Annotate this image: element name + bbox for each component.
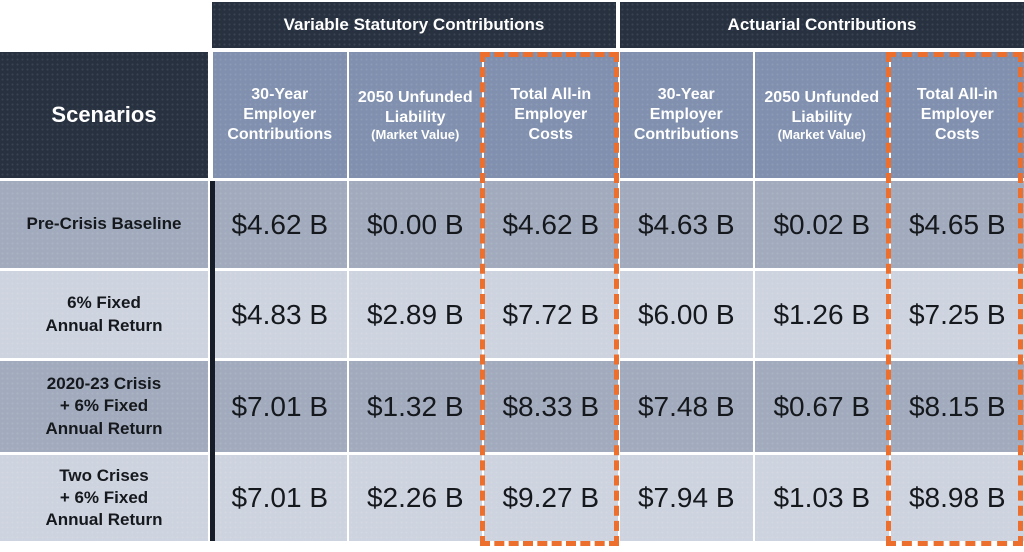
group-header-variable-statutory: Variable Statutory Contributions <box>212 2 616 48</box>
data-cell: $0.67 B <box>755 361 889 452</box>
scenario-divider-line <box>210 181 215 541</box>
data-cell: $7.01 B <box>213 455 347 541</box>
column-header-vs-30yr: 30-Year Employer Contributions <box>213 52 347 178</box>
column-header-title: Total All-in Employer Costs <box>916 86 998 143</box>
data-cell: $2.26 B <box>348 455 482 541</box>
column-header-sub: (Market Value) <box>371 126 460 142</box>
data-cell: $1.03 B <box>755 455 889 541</box>
data-cell: $4.65 B <box>890 181 1024 268</box>
column-header-row: 30-Year Employer Contributions 2050 Unfu… <box>213 52 1024 178</box>
column-header-act-2050-liability: 2050 Unfunded Liability (Market Value) <box>755 52 889 178</box>
table-row: 6% Fixed Annual Return $4.83 B $2.89 B $… <box>0 271 1024 358</box>
data-cell: $9.27 B <box>484 455 618 541</box>
scenario-label: Two Crises + 6% Fixed Annual Return <box>0 455 208 541</box>
row-cells: $4.83 B $2.89 B $7.72 B $6.00 B $1.26 B … <box>213 271 1024 358</box>
scenario-label: Pre-Crisis Baseline <box>0 181 208 268</box>
column-header-title: 2050 Unfunded Liability <box>357 88 473 126</box>
scenario-label: 2020-23 Crisis + 6% Fixed Annual Return <box>0 361 208 452</box>
column-header-title: 30-Year Employer Contributions <box>633 86 739 143</box>
data-cell: $2.89 B <box>348 271 482 358</box>
column-header-act-total-allin: Total All-in Employer Costs <box>890 52 1024 178</box>
data-cell: $7.01 B <box>213 361 347 452</box>
column-header-act-30yr: 30-Year Employer Contributions <box>619 52 753 178</box>
row-cells: $7.01 B $1.32 B $8.33 B $7.48 B $0.67 B … <box>213 361 1024 452</box>
column-header-title: 2050 Unfunded Liability <box>764 88 880 126</box>
data-cell: $8.98 B <box>890 455 1024 541</box>
column-header-vs-total-allin: Total All-in Employer Costs <box>484 52 618 178</box>
row-cells: $4.62 B $0.00 B $4.62 B $4.63 B $0.02 B … <box>213 181 1024 268</box>
scenario-label: 6% Fixed Annual Return <box>0 271 208 358</box>
row-header-scenarios: Scenarios <box>0 52 208 178</box>
data-cell: $7.48 B <box>619 361 753 452</box>
row-cells: $7.01 B $2.26 B $9.27 B $7.94 B $1.03 B … <box>213 455 1024 541</box>
column-header-title: Total All-in Employer Costs <box>510 86 592 143</box>
data-cell: $4.62 B <box>213 181 347 268</box>
table-row: Two Crises + 6% Fixed Annual Return $7.0… <box>0 455 1024 541</box>
data-cell: $7.25 B <box>890 271 1024 358</box>
data-cell: $0.02 B <box>755 181 889 268</box>
data-cell: $7.94 B <box>619 455 753 541</box>
group-header-actuarial: Actuarial Contributions <box>620 2 1024 48</box>
column-header-sub: (Market Value) <box>777 126 866 142</box>
data-cell: $4.63 B <box>619 181 753 268</box>
data-cell: $1.26 B <box>755 271 889 358</box>
table-row: Pre-Crisis Baseline $4.62 B $0.00 B $4.6… <box>0 181 1024 268</box>
column-header-vs-2050-liability: 2050 Unfunded Liability (Market Value) <box>348 52 482 178</box>
data-cell: $4.83 B <box>213 271 347 358</box>
column-header-title: 30-Year Employer Contributions <box>227 86 333 143</box>
data-cell: $0.00 B <box>348 181 482 268</box>
data-cell: $8.33 B <box>484 361 618 452</box>
table-row: 2020-23 Crisis + 6% Fixed Annual Return … <box>0 361 1024 452</box>
data-cell: $8.15 B <box>890 361 1024 452</box>
data-cell: $1.32 B <box>348 361 482 452</box>
data-cell: $4.62 B <box>484 181 618 268</box>
data-cell: $7.72 B <box>484 271 618 358</box>
data-cell: $6.00 B <box>619 271 753 358</box>
